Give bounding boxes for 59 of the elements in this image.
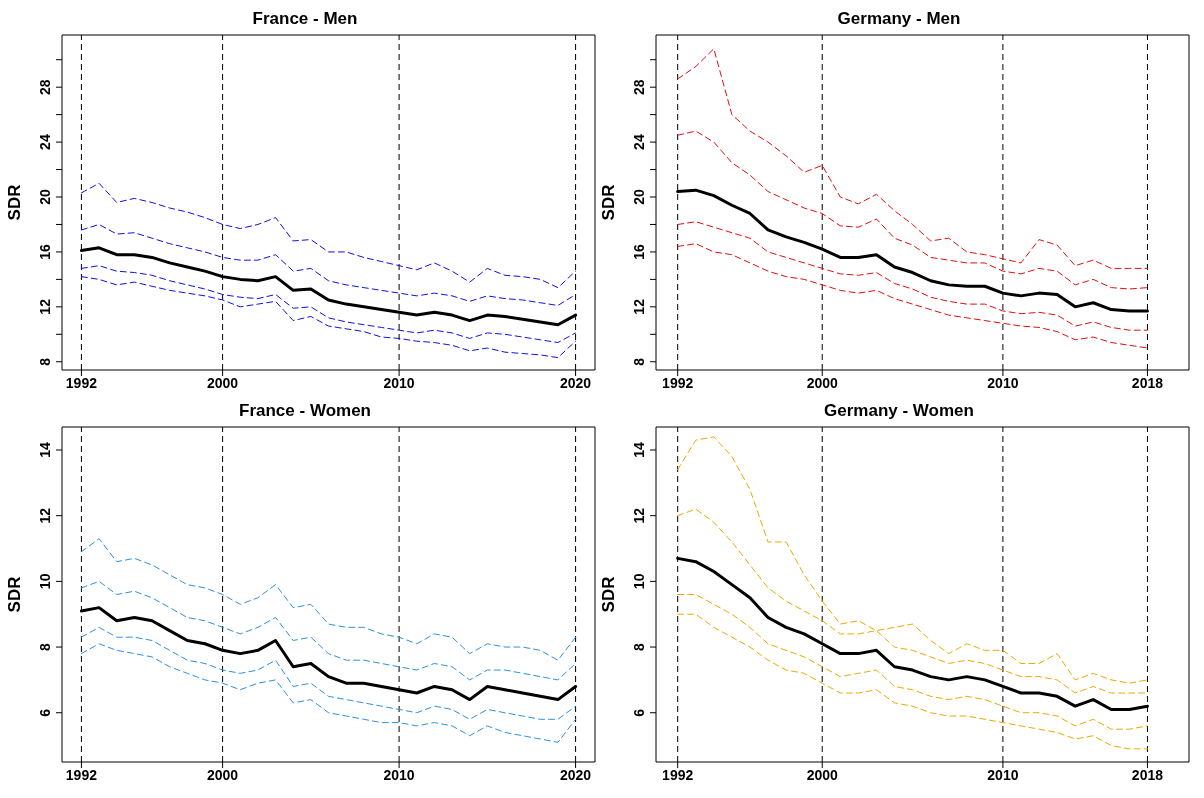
line-series: [80, 276, 577, 359]
y-tick-label: 8: [37, 642, 53, 651]
line-series: [80, 265, 577, 344]
y-axis-title: SDR: [5, 184, 25, 221]
y-tick-label: 28: [37, 79, 53, 95]
y-tick-label: 12: [37, 298, 53, 315]
x-tick-label: 2018: [1131, 374, 1164, 391]
chart-title: France - Men: [251, 8, 359, 30]
y-tick-label: 12: [631, 298, 647, 315]
y-tick-label: 10: [631, 573, 647, 590]
y-tick-label: 16: [631, 243, 647, 260]
line-series: [677, 613, 1148, 750]
x-tick-label: 2000: [806, 374, 838, 391]
line-series: [80, 626, 577, 720]
line-series: [677, 594, 1148, 730]
x-tick-label: 2000: [207, 766, 239, 783]
y-tick-label: 28: [631, 79, 647, 95]
chart-title: France - Women: [238, 400, 372, 422]
x-tick-label: 2000: [207, 374, 239, 391]
x-tick-label: 2010: [987, 374, 1019, 391]
x-tick-label: 1992: [662, 374, 694, 391]
x-tick-label: 2010: [383, 374, 415, 391]
x-tick-label: 2000: [806, 766, 838, 783]
line-series: [677, 130, 1148, 290]
x-tick-label: 2010: [383, 766, 415, 783]
line-series: [80, 580, 577, 681]
x-tick-label: 2010: [987, 766, 1019, 783]
line-series: [677, 221, 1148, 331]
x-tick-label: 2020: [560, 766, 592, 783]
y-tick-label: 10: [37, 573, 53, 590]
y-axis-title: SDR: [599, 576, 619, 613]
x-tick-label: 1992: [65, 374, 98, 391]
y-tick-label: 6: [631, 708, 647, 717]
y-axis-title: SDR: [5, 576, 25, 613]
y-tick-label: 8: [631, 357, 647, 366]
line-series: [677, 243, 1148, 349]
y-tick-label: 12: [37, 507, 53, 524]
y-tick-label: 14: [631, 441, 647, 458]
x-tick-label: 1992: [662, 766, 694, 783]
y-axis-title: SDR: [599, 184, 619, 221]
x-tick-label: 1992: [65, 766, 98, 783]
y-tick-label: 14: [37, 441, 53, 458]
y-tick-label: 8: [37, 357, 53, 366]
line-series: [80, 182, 577, 289]
y-tick-label: 6: [37, 708, 53, 717]
line-series: [677, 48, 1148, 269]
y-tick-label: 12: [631, 507, 647, 524]
x-tick-label: 2020: [560, 374, 592, 391]
line-series: [80, 643, 577, 743]
chart-title: Germany - Men: [836, 8, 962, 30]
y-tick-label: 8: [631, 642, 647, 651]
y-tick-label: 20: [631, 189, 647, 205]
line-series: [80, 538, 577, 661]
y-tick-label: 20: [37, 189, 53, 205]
y-tick-label: 16: [37, 243, 53, 260]
x-tick-label: 2018: [1131, 766, 1164, 783]
y-tick-label: 24: [631, 134, 647, 150]
y-tick-label: 24: [37, 134, 53, 150]
chart-title: Germany - Women: [823, 400, 975, 422]
